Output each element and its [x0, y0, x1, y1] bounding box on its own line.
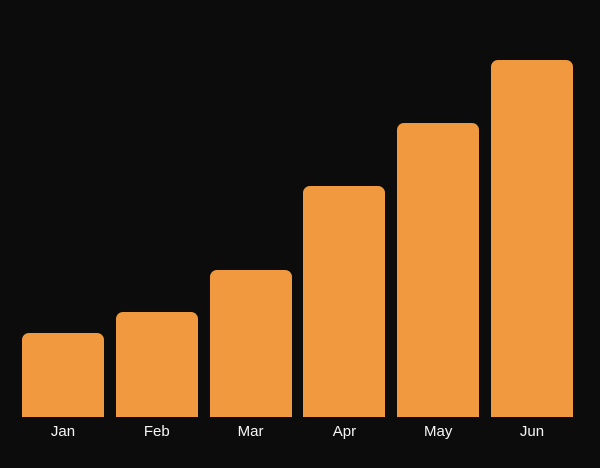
bar-mar[interactable]	[209, 270, 292, 417]
x-axis-label-may: May	[424, 423, 453, 440]
x-axis-label-apr: Apr	[332, 423, 357, 440]
x-axis-label-jan: Jan	[50, 423, 76, 440]
bar-column-jan: Jan	[22, 333, 104, 441]
bar-column-may: May	[397, 123, 480, 441]
bar-column-jun: Jun	[490, 60, 573, 441]
x-axis-label-jun: Jun	[519, 423, 545, 440]
x-axis-label-feb: Feb	[143, 423, 170, 440]
bar-may[interactable]	[397, 123, 480, 417]
bar-column-feb: Feb	[115, 312, 198, 441]
bar-feb[interactable]	[115, 312, 198, 417]
bar-jan[interactable]	[22, 333, 104, 417]
bar-jun[interactable]	[490, 60, 573, 417]
bar-column-mar: Mar	[209, 270, 292, 441]
plot-area: Jan Feb Mar Apr May Jun	[22, 0, 573, 468]
bar-column-apr: Apr	[303, 186, 386, 441]
bar-apr[interactable]	[303, 186, 386, 417]
x-axis-label-mar: Mar	[237, 423, 264, 440]
